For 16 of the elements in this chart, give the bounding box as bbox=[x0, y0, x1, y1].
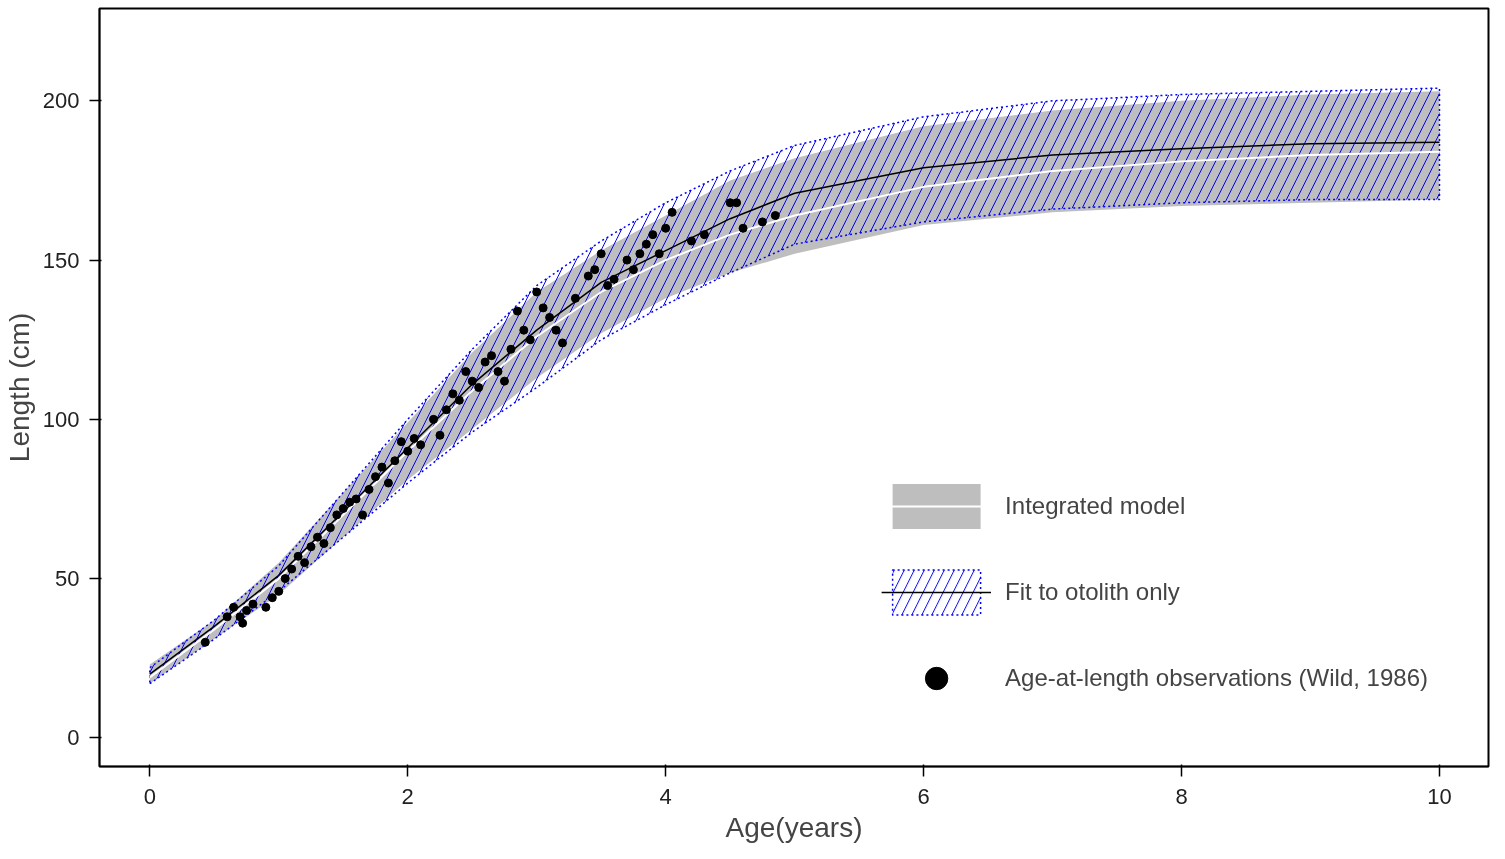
x-tick-label: 4 bbox=[659, 783, 672, 809]
y-tick-label: 0 bbox=[67, 725, 80, 751]
y-tick-label: 150 bbox=[42, 247, 80, 273]
x-tick-label: 2 bbox=[401, 783, 414, 809]
y-tick-label: 200 bbox=[42, 88, 80, 114]
x-tick-label: 6 bbox=[917, 783, 930, 809]
x-tick-label: 8 bbox=[1175, 783, 1188, 809]
x-tick-label: 10 bbox=[1427, 783, 1452, 809]
y-tick-label: 50 bbox=[55, 566, 80, 592]
legend-label: Fit to otolith only bbox=[1005, 578, 1180, 606]
x-tick-label: 0 bbox=[143, 783, 156, 809]
legend-label: Integrated model bbox=[1005, 492, 1186, 520]
y-axis-title: Length (cm) bbox=[3, 312, 35, 463]
y-tick-label: 100 bbox=[42, 406, 80, 432]
legend-label: Age-at-length observations (Wild, 1986) bbox=[1005, 664, 1428, 692]
x-axis-title: Age(years) bbox=[725, 811, 863, 843]
